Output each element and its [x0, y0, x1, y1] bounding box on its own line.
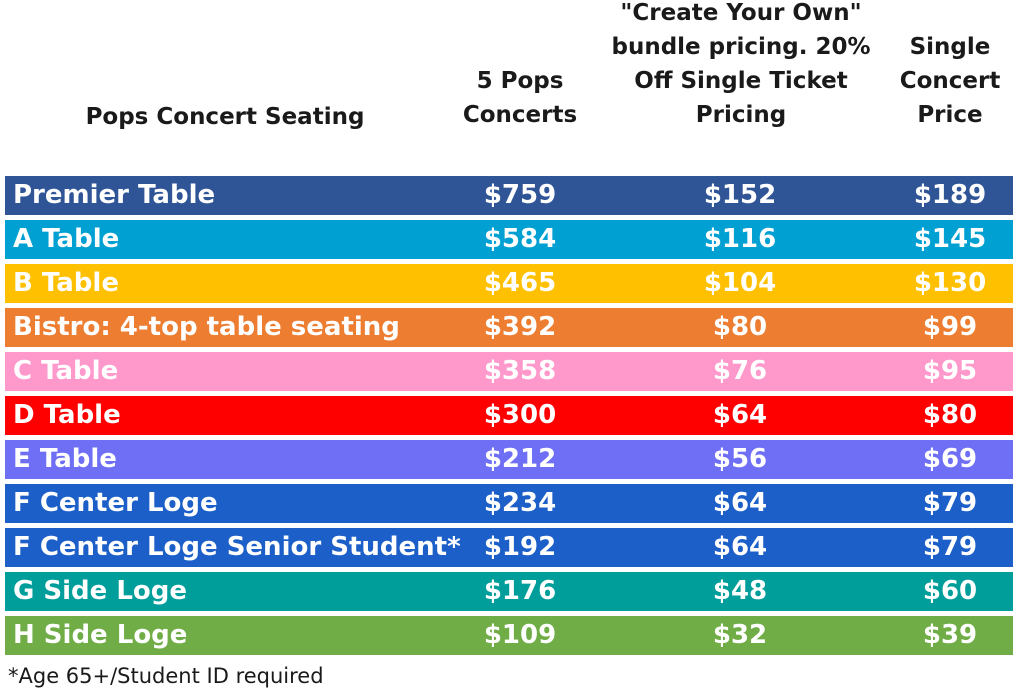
price-single: $130	[913, 268, 987, 298]
price-bundle: $64	[712, 400, 768, 430]
seat-type: G Side Loge	[13, 576, 188, 606]
price-five-concerts: $584	[483, 224, 557, 254]
price-single: $99	[922, 312, 978, 342]
table-row: Premier Table $759 $152 $189	[5, 176, 1013, 215]
seat-type: A Table	[13, 224, 120, 254]
seat-type: D Table	[13, 400, 121, 430]
price-bundle: $152	[703, 180, 777, 210]
price-five-concerts: $176	[483, 576, 557, 606]
table-row: Bistro: 4-top table seating $392 $80 $99	[5, 308, 1013, 347]
table-row: F Center Loge Senior Student* $192 $64 $…	[5, 528, 1013, 567]
price-bundle: $48	[712, 576, 768, 606]
price-single: $79	[922, 532, 978, 562]
seat-type: Premier Table	[13, 180, 216, 210]
table-row: E Table $212 $56 $69	[5, 440, 1013, 479]
price-five-concerts: $300	[483, 400, 557, 430]
seat-type: F Center Loge	[13, 488, 218, 518]
table-row: C Table $358 $76 $95	[5, 352, 1013, 391]
price-bundle: $76	[712, 356, 768, 386]
seat-type: H Side Loge	[13, 620, 188, 650]
price-bundle: $64	[712, 488, 768, 518]
price-single: $80	[922, 400, 978, 430]
header-bundle-pricing: "Create Your Own" bundle pricing. 20% Of…	[611, 0, 871, 128]
table-row: B Table $465 $104 $130	[5, 264, 1013, 303]
header-single-price: Single Concert Price	[899, 34, 1001, 128]
price-single: $60	[922, 576, 978, 606]
price-bundle: $104	[703, 268, 777, 298]
price-single: $145	[913, 224, 987, 254]
table-row: F Center Loge $234 $64 $79	[5, 484, 1013, 523]
price-five-concerts: $465	[483, 268, 557, 298]
table-body: Premier Table $759 $152 $189 A Table $58…	[5, 176, 1013, 660]
price-five-concerts: $192	[483, 532, 557, 562]
table-row: D Table $300 $64 $80	[5, 396, 1013, 435]
price-five-concerts: $234	[483, 488, 557, 518]
price-single: $79	[922, 488, 978, 518]
price-single: $189	[913, 180, 987, 210]
price-five-concerts: $358	[483, 356, 557, 386]
price-five-concerts: $392	[483, 312, 557, 342]
price-five-concerts: $109	[483, 620, 557, 650]
price-single: $95	[922, 356, 978, 386]
seat-type: C Table	[13, 356, 119, 386]
price-five-concerts: $759	[483, 180, 557, 210]
footnote: *Age 65+/Student ID required	[8, 664, 324, 688]
seat-type: Bistro: 4-top table seating	[13, 312, 400, 342]
price-bundle: $64	[712, 532, 768, 562]
price-bundle: $116	[703, 224, 777, 254]
price-five-concerts: $212	[483, 444, 557, 474]
header-five-concerts: 5 Pops Concerts	[462, 68, 578, 128]
price-bundle: $56	[712, 444, 768, 474]
price-single: $39	[922, 620, 978, 650]
header-seating: Pops Concert Seating	[85, 104, 365, 130]
seat-type: B Table	[13, 268, 119, 298]
price-single: $69	[922, 444, 978, 474]
seat-type: E Table	[13, 444, 117, 474]
table-row: A Table $584 $116 $145	[5, 220, 1013, 259]
price-bundle: $32	[712, 620, 768, 650]
table-row: H Side Loge $109 $32 $39	[5, 616, 1013, 655]
price-bundle: $80	[712, 312, 768, 342]
table-row: G Side Loge $176 $48 $60	[5, 572, 1013, 611]
seat-type: F Center Loge Senior Student*	[13, 532, 461, 562]
